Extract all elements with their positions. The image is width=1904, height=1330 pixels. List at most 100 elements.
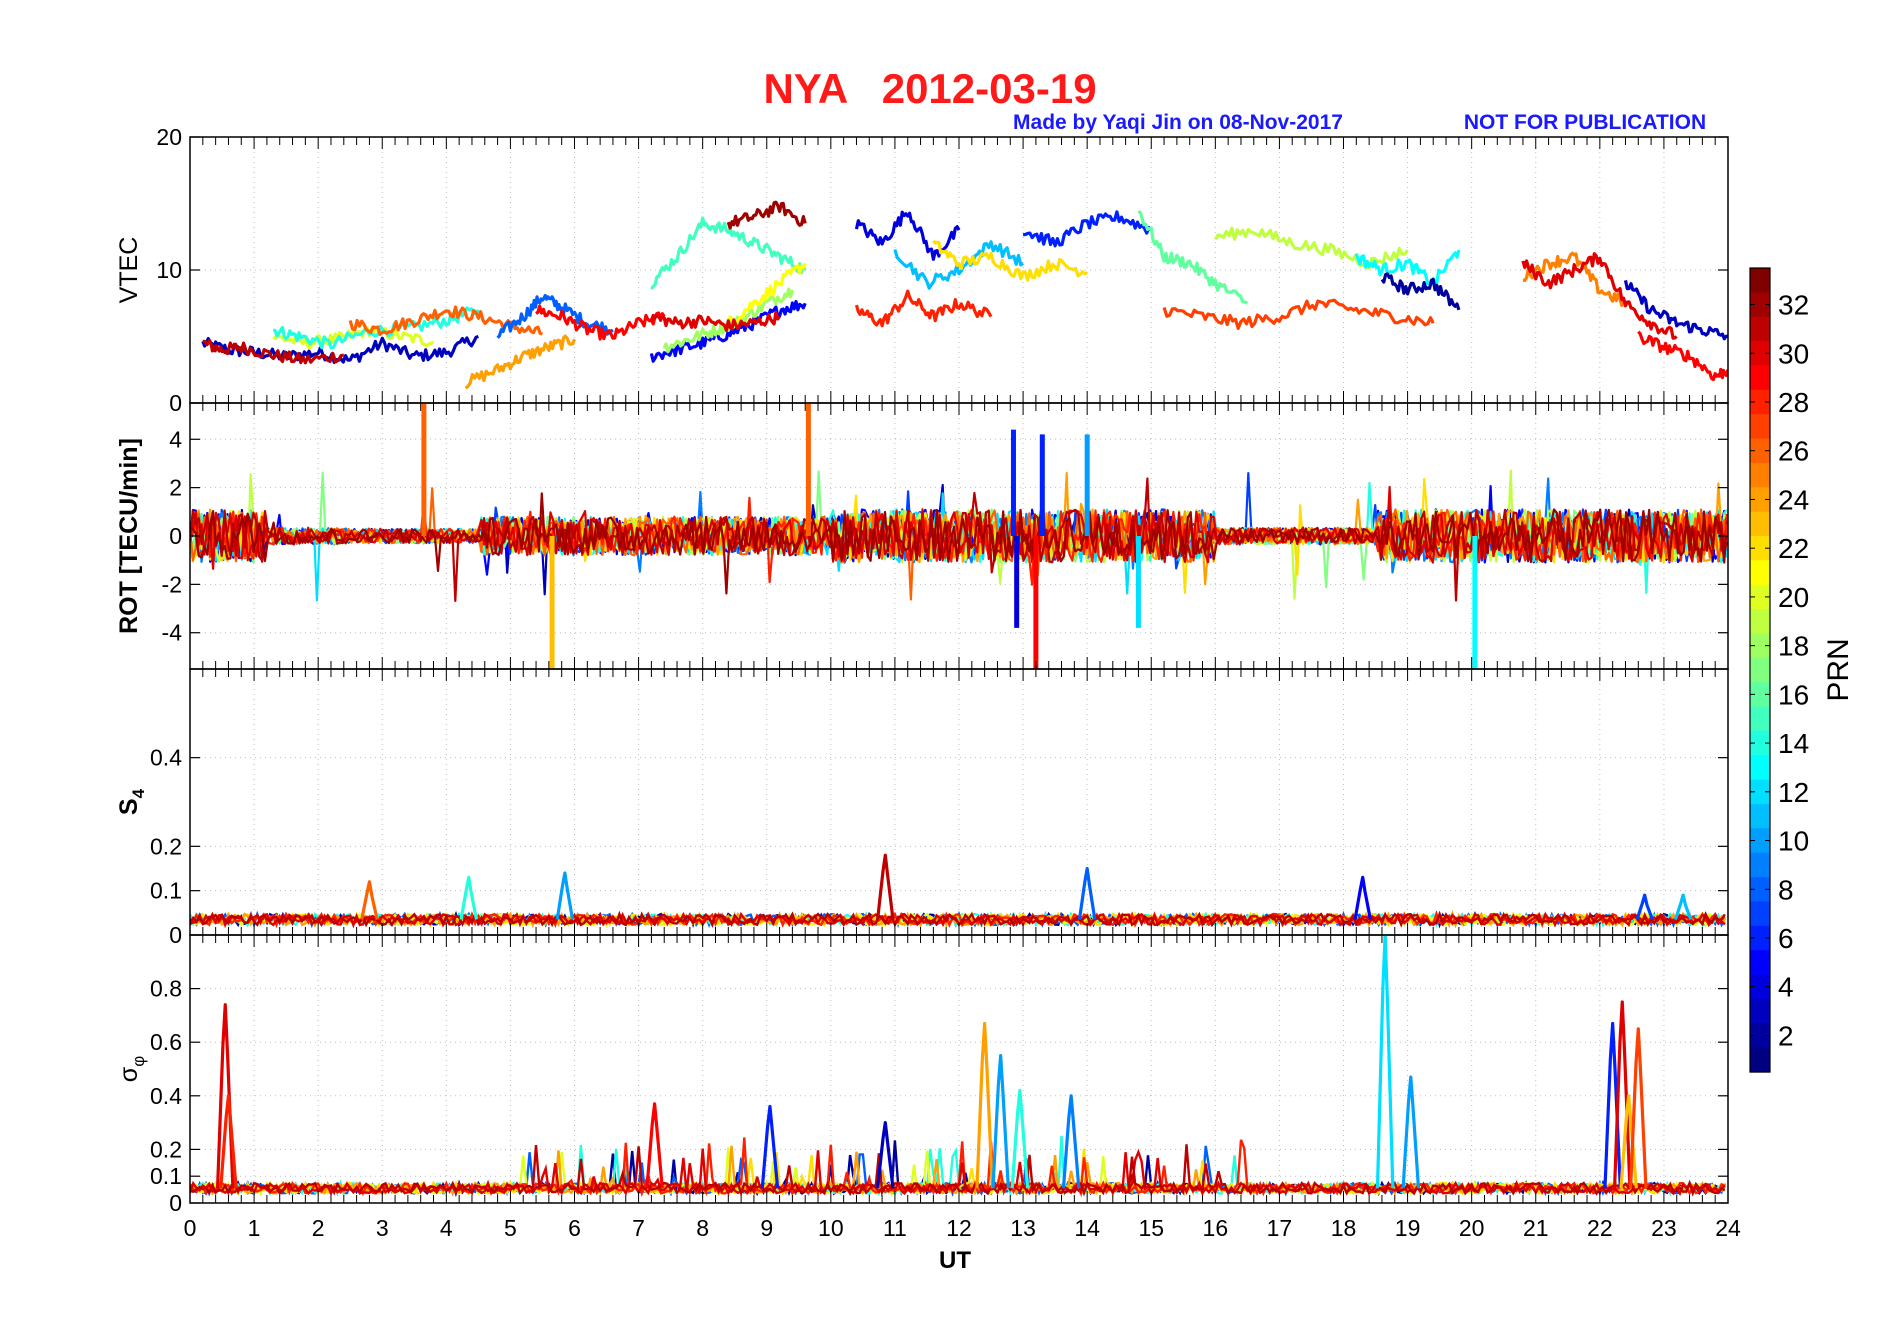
figure-title: NYA 2012-03-19 [763,65,1096,112]
x-tick-label: 13 [1010,1215,1036,1241]
s4-peak [555,871,575,920]
colorbar-tick-label: 28 [1778,387,1809,418]
sigma_phi-peak [1628,1027,1648,1189]
colorbar-tick-label: 18 [1778,631,1809,662]
x-tick-label: 9 [760,1215,773,1241]
colorbar-swatch [1750,1023,1770,1049]
panel-grid [190,669,1728,935]
x-tick-label: 5 [504,1215,517,1241]
colorbar-swatch [1750,414,1770,440]
y-label-sub: φ [129,1056,148,1067]
vtec-series-prn-15 [650,216,807,291]
sigma_phi-peak [1401,1075,1421,1189]
panel-rot: -4 -2 0 2 4 ROT [TECU/min] [115,402,1729,670]
y-label-main: S [115,798,143,815]
vtec-series-prn-25 [1522,251,1627,308]
x-tick-label: 21 [1523,1215,1549,1241]
colorbar-swatch [1750,365,1770,391]
sigma_phi-peak [1375,935,1395,1189]
vtec-series-prn-21 [726,262,807,325]
s4-peak [360,880,379,920]
vtec-series-prn-27 [1162,298,1435,330]
vtec-series-prn-20 [272,324,435,350]
sigma_phi-peak [645,1102,664,1189]
y-tick-label: 10 [156,257,182,283]
sigma_phi-peak [219,1094,238,1189]
vtec-series-prn-2 [1380,272,1461,311]
vtec-series-prn-14 [273,306,480,350]
y-tick-label: 0.4 [150,1083,182,1109]
sigma_phi-series-prn-31 [190,1144,1726,1198]
sigma_phi-peak [1061,1094,1081,1189]
colorbar-tick-label: 2 [1778,1020,1794,1051]
y-tick-label: 4 [169,426,182,452]
x-tick-label: 20 [1459,1215,1485,1241]
x-tick-labels: 0 1 2 3 4 5 6 7 8 9 10 11 12 13 14 15 16 17 18 19 20 21 22 23 24 [184,1215,1741,1241]
colorbar-tick-label: 12 [1778,777,1809,808]
colorbar-swatch [1750,341,1770,367]
colorbar-swatch [1750,1047,1770,1073]
x-tick-label: 11 [883,1215,907,1241]
notice-text: NOT FOR PUBLICATION [1464,111,1706,134]
vtec-series-prn-18 [662,287,794,354]
colorbar-tick-label: 4 [1778,972,1794,1003]
colorbar-tick-label: 22 [1778,533,1809,564]
vtec-series-prn-6 [1023,210,1153,248]
panel-sigma_phi: 00.10.2 0.4 0.6 0.8 σφ [115,934,1729,1216]
y-tick-label: -4 [162,620,183,646]
sigma_phi-peak [975,1021,994,1189]
y-axis-label: σφ [115,1056,148,1082]
colorbar-swatch [1750,706,1770,732]
x-tick-label: 24 [1715,1215,1741,1241]
vtec-series-prn-29 [535,304,666,341]
panel-data [201,200,1728,390]
y-tick-label: 0.6 [150,1029,182,1055]
sigma_phi-peak [1010,1088,1030,1189]
x-tick-label: 6 [568,1215,581,1241]
x-tick-label: 14 [1074,1215,1100,1241]
x-tick-label: 17 [1267,1215,1293,1241]
x-tick-label: 7 [632,1215,645,1241]
colorbar-swatch [1750,487,1770,513]
colorbar-frame [1749,267,1771,1073]
colorbar-swatch [1750,925,1770,951]
sigma_phi-peak [215,1003,235,1189]
x-tick-label: 4 [440,1215,453,1241]
colorbar-tick-label: 24 [1778,484,1809,515]
colorbar-swatch [1750,438,1770,464]
x-tick-label: 12 [946,1215,972,1241]
x-tick-label: 2 [312,1215,325,1241]
x-ticks [189,669,1729,936]
colorbar-swatch [1750,779,1770,805]
x-tick-label: 8 [696,1215,709,1241]
y-tick-label: 0.1 [150,878,182,904]
colorbar-swatch [1750,998,1770,1024]
vtec-series-prn-29 [1637,330,1728,382]
y-axis-label: S4 [115,788,148,815]
vtec-series-prn-30 [649,310,781,333]
sigma_phi-peak [876,1121,895,1189]
x-ticks [189,403,1729,669]
x-tick-label: 22 [1587,1215,1613,1241]
colorbar-swatch [1750,901,1770,927]
colorbar-swatch [1750,560,1770,586]
colorbar-swatch [1750,633,1770,659]
vtec-series-prn-26 [348,305,543,336]
y-label-main: σ [115,1066,143,1082]
colorbar-tick-label: 26 [1778,436,1809,467]
x-tick-label: 15 [1138,1215,1164,1241]
x-tick-label: 3 [376,1215,389,1241]
vtec-series-prn-3 [1623,280,1728,341]
colorbar-swatch [1750,877,1770,903]
y-tick-label: 0 [169,922,182,948]
y-tick-label: 0 [169,523,182,549]
rot-series-prn-32 [190,492,1728,595]
colorbar-swatch [1750,316,1770,342]
s4-peak [1635,893,1654,921]
vtec-series-prn-8 [496,293,614,339]
y-axis-label: ROT [TECU/min] [115,438,143,634]
y-tick-label: 0 [169,390,182,416]
x-tick-label: 19 [1395,1215,1421,1241]
y-tick-label: 0 [169,1190,182,1216]
panel-grid [190,935,1728,1203]
